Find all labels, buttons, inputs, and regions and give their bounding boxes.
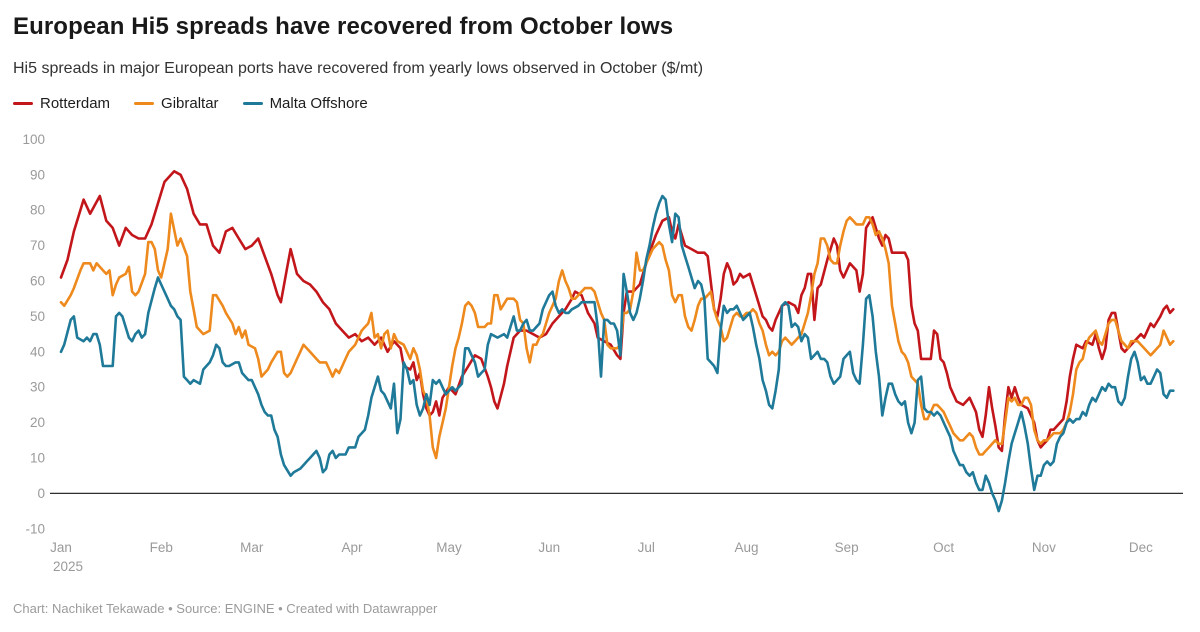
- series-line-malta-offshore: [59, 194, 1175, 513]
- x-axis-tick-label: Feb: [150, 540, 173, 555]
- x-axis-tick-label: Oct: [933, 540, 954, 555]
- page-title: European Hi5 spreads have recovered from…: [13, 13, 674, 40]
- legend-swatch-rotterdam: [13, 102, 33, 105]
- y-axis-tick-label: 100: [22, 132, 45, 147]
- y-axis-tick-label: 80: [30, 203, 45, 218]
- x-axis-tick-label: Jan: [50, 540, 72, 555]
- legend-label-malta-offshore: Malta Offshore: [269, 95, 368, 112]
- y-axis-tick-label: 60: [30, 274, 45, 289]
- x-axis-tick-label: Mar: [240, 540, 264, 555]
- x-axis-tick-label: Sep: [835, 540, 859, 555]
- legend-label-gibraltar: Gibraltar: [161, 95, 219, 112]
- y-axis-tick-label: 0: [37, 486, 45, 501]
- legend-item-malta-offshore: Malta Offshore: [242, 95, 368, 112]
- legend-item-gibraltar: Gibraltar: [134, 95, 219, 112]
- y-axis-tick-label: 70: [30, 238, 45, 253]
- x-axis-tick-label: May: [436, 540, 462, 555]
- y-axis-tick-label: 50: [30, 309, 45, 324]
- footer-credits: Chart: Nachiket Tekawade • Source: ENGIN…: [13, 601, 438, 616]
- page-subtitle: Hi5 spreads in major European ports have…: [13, 60, 704, 77]
- legend-label-rotterdam: Rotterdam: [40, 95, 111, 112]
- y-axis-tick-label: 30: [30, 380, 45, 395]
- y-axis-tick-label: 10: [30, 451, 45, 466]
- x-axis-tick-label: Nov: [1032, 540, 1056, 555]
- legend-item-rotterdam: Rotterdam: [13, 95, 110, 112]
- legend-swatch-gibraltar: [134, 102, 155, 105]
- legend: Rotterdam Gibraltar Malta Offshore: [13, 95, 368, 112]
- x-axis-tick-label: Jul: [638, 540, 655, 555]
- series-line-gibraltar: [59, 212, 1175, 460]
- y-axis-tick-label: 40: [30, 344, 45, 359]
- y-axis-tick-label: 20: [30, 415, 45, 430]
- x-axis-year-label: 2025: [53, 559, 83, 574]
- x-axis-tick-label: Aug: [734, 540, 758, 555]
- y-axis-tick-label: 90: [30, 167, 45, 182]
- y-axis-tick-label: -10: [25, 521, 45, 536]
- legend-swatch-malta-offshore: [242, 102, 263, 105]
- x-axis-tick-label: Apr: [341, 540, 363, 555]
- x-axis-tick-label: Dec: [1129, 540, 1153, 555]
- x-axis-tick-label: Jun: [538, 540, 560, 555]
